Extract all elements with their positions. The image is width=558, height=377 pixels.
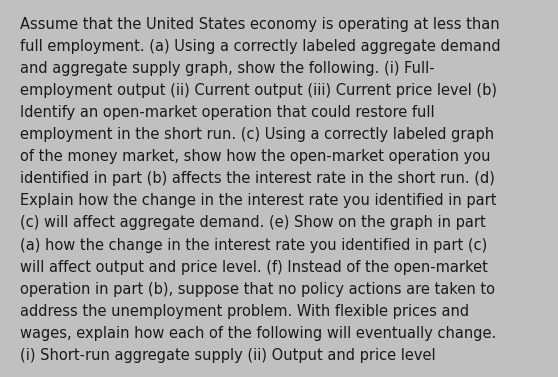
Text: employment output (ii) Current output (iii) Current price level (b): employment output (ii) Current output (i… <box>20 83 497 98</box>
Text: wages, explain how each of the following will eventually change.: wages, explain how each of the following… <box>20 326 496 341</box>
Text: and aggregate supply graph, show the following. (i) Full-: and aggregate supply graph, show the fol… <box>20 61 435 76</box>
Text: address the unemployment problem. With flexible prices and: address the unemployment problem. With f… <box>20 304 469 319</box>
Text: operation in part (b), suppose that no policy actions are taken to: operation in part (b), suppose that no p… <box>20 282 495 297</box>
Text: of the money market, show how the open-market operation you: of the money market, show how the open-m… <box>20 149 490 164</box>
Text: Explain how the change in the interest rate you identified in part: Explain how the change in the interest r… <box>20 193 497 208</box>
Text: (i) Short-run aggregate supply (ii) Output and price level: (i) Short-run aggregate supply (ii) Outp… <box>20 348 436 363</box>
Text: employment in the short run. (c) Using a correctly labeled graph: employment in the short run. (c) Using a… <box>20 127 494 142</box>
Text: Identify an open-market operation that could restore full: Identify an open-market operation that c… <box>20 105 435 120</box>
Text: identified in part (b) affects the interest rate in the short run. (d): identified in part (b) affects the inter… <box>20 172 495 186</box>
Text: (a) how the change in the interest rate you identified in part (c): (a) how the change in the interest rate … <box>20 238 487 253</box>
Text: will affect output and price level. (f) Instead of the open-market: will affect output and price level. (f) … <box>20 260 488 274</box>
Text: (c) will affect aggregate demand. (e) Show on the graph in part: (c) will affect aggregate demand. (e) Sh… <box>20 216 486 230</box>
Text: Assume that the United States economy is operating at less than: Assume that the United States economy is… <box>20 17 500 32</box>
Text: full employment. (a) Using a correctly labeled aggregate demand: full employment. (a) Using a correctly l… <box>20 39 501 54</box>
